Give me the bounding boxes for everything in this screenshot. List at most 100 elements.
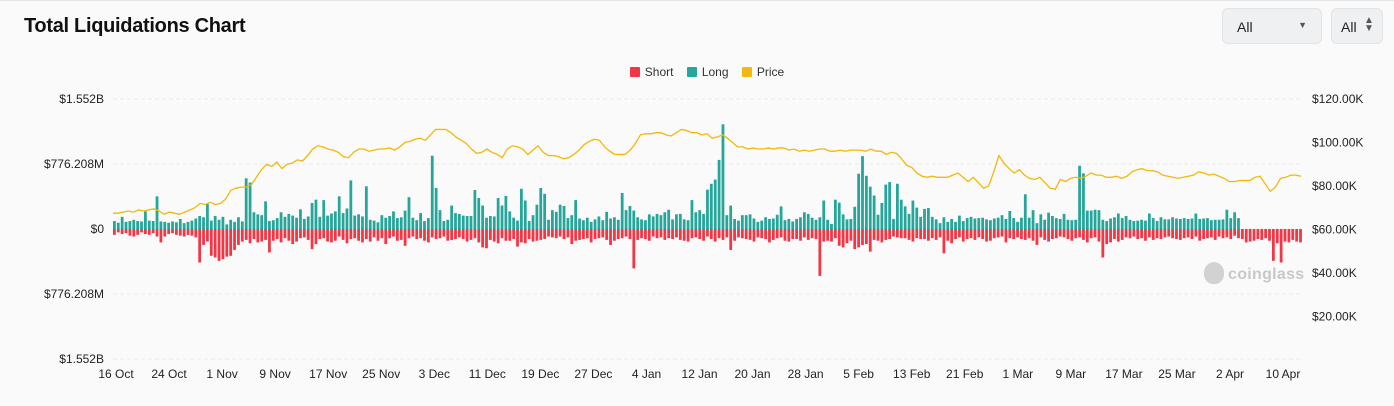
long-bar [1151, 218, 1155, 229]
x-tick-label: 17 Mar [1105, 367, 1142, 381]
long-bar [888, 182, 892, 229]
short-bar [1074, 229, 1078, 239]
long-bar [740, 215, 744, 229]
legend-item-price[interactable]: Price [741, 65, 784, 79]
short-bar [268, 229, 271, 253]
long-bar [520, 188, 523, 229]
short-bar [473, 229, 477, 239]
long-bar [1147, 213, 1151, 229]
short-bar [438, 229, 442, 239]
long-bar [1167, 219, 1171, 229]
short-bar [1082, 229, 1085, 240]
short-bar [423, 229, 426, 241]
short-bar [1229, 229, 1233, 240]
x-tick-label: 17 Nov [309, 367, 347, 381]
short-bar [1268, 229, 1271, 241]
short-bar [527, 229, 531, 240]
long-bar [624, 210, 628, 229]
long-bar [1225, 209, 1229, 229]
long-bar [306, 216, 310, 229]
short-bar [504, 229, 508, 241]
short-bar [411, 229, 415, 237]
long-bar [830, 223, 833, 229]
short-bar [229, 229, 233, 256]
short-bar [1058, 229, 1062, 237]
short-bar [919, 229, 923, 240]
short-bar [748, 229, 752, 240]
short-bar [942, 229, 946, 254]
short-bar [911, 229, 915, 242]
long-bar [585, 217, 589, 229]
long-bar [841, 214, 845, 229]
short-bar [1105, 229, 1109, 245]
long-bar [1159, 217, 1163, 229]
short-bar [841, 229, 845, 248]
long-bar [973, 218, 977, 229]
long-bar [861, 156, 864, 229]
legend-item-short[interactable]: Short [629, 65, 674, 79]
short-bar [737, 229, 740, 238]
long-bar [597, 216, 601, 229]
short-bar [1035, 229, 1039, 245]
short-bar [1271, 229, 1275, 261]
short-bar [927, 229, 930, 241]
short-bar [551, 229, 554, 238]
short-bar [271, 229, 275, 241]
coin-select[interactable]: All ▲ ▼ [1331, 8, 1383, 44]
short-bar [1252, 229, 1256, 241]
short-bar [1167, 229, 1171, 237]
long-bar [682, 219, 686, 229]
long-bar [341, 213, 345, 229]
short-bar [1256, 229, 1260, 240]
long-bar [229, 219, 233, 229]
short-bar [368, 229, 372, 242]
long-bar [147, 220, 151, 229]
short-bar [198, 229, 202, 263]
long-bar [640, 219, 643, 229]
long-bar [613, 217, 616, 229]
y-left-tick-label: $776.208M [44, 287, 104, 301]
long-bar [1089, 210, 1093, 229]
short-bar [1159, 229, 1163, 240]
legend-swatch-short [629, 67, 640, 77]
chevron-down-icon: ▼ [1298, 20, 1307, 30]
short-bar [570, 229, 574, 245]
coinglass-watermark: coinglass [1204, 262, 1305, 284]
short-bar [1128, 229, 1132, 239]
short-bar [516, 229, 519, 247]
short-bar [721, 229, 725, 240]
legend-item-long[interactable]: Long [686, 65, 729, 79]
long-bar [500, 205, 504, 229]
legend-label-short: Short [644, 65, 674, 79]
short-bar [1171, 229, 1174, 239]
long-bar [965, 218, 969, 229]
x-tick-label: 4 Jan [632, 367, 661, 381]
long-bar [706, 189, 709, 229]
short-bar [1144, 229, 1147, 241]
time-range-select[interactable]: All ▼ [1222, 8, 1322, 44]
long-bar [279, 212, 283, 229]
short-bar [659, 229, 663, 238]
long-bar [291, 215, 295, 229]
long-bar [186, 221, 190, 229]
long-bar [260, 215, 264, 229]
short-bar [264, 229, 267, 240]
long-bar [868, 186, 872, 229]
long-bar [958, 215, 961, 229]
long-bar [923, 208, 926, 229]
short-bar [1132, 229, 1136, 237]
short-bar [826, 229, 829, 241]
long-bar [376, 222, 380, 229]
long-bar [802, 212, 806, 229]
short-bar [880, 229, 884, 243]
long-bar [225, 224, 229, 229]
short-bar [1120, 229, 1124, 240]
short-bar [415, 229, 419, 240]
short-bar [1194, 229, 1198, 237]
short-bar [566, 229, 570, 238]
x-tick-label: 25 Nov [362, 367, 400, 381]
short-bar [403, 229, 407, 246]
short-bar [632, 229, 636, 269]
short-bar [209, 229, 213, 256]
coinglass-logo-icon [1204, 262, 1224, 284]
